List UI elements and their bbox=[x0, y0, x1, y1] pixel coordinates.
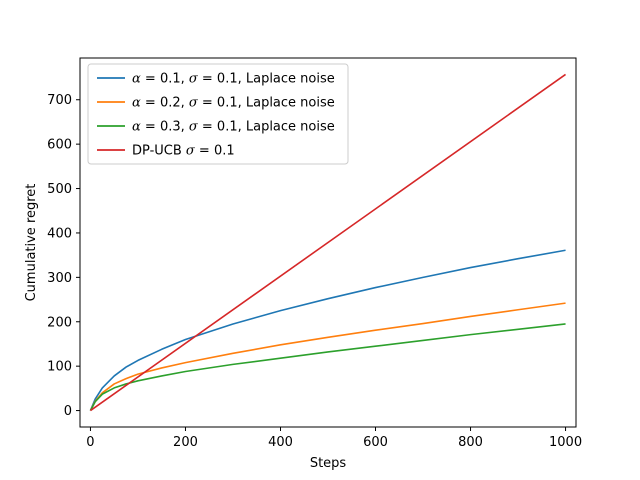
y-axis-ticks: 0 100 200 300 400 500 600 700 bbox=[47, 93, 80, 419]
y-tick-label: 600 bbox=[47, 138, 72, 153]
x-tick-label: 600 bbox=[363, 435, 388, 450]
y-tick-label: 700 bbox=[47, 93, 72, 108]
legend-label-3: α = 0.3, σ = 0.1, Laplace noise bbox=[132, 120, 335, 135]
legend-label-1: α = 0.1, σ = 0.1, Laplace noise bbox=[132, 72, 335, 87]
y-tick-label: 200 bbox=[47, 315, 72, 330]
x-tick-label: 400 bbox=[268, 435, 293, 450]
x-tick-label: 0 bbox=[86, 435, 94, 450]
y-tick-label: 400 bbox=[47, 226, 72, 241]
x-axis-label: Steps bbox=[310, 456, 347, 471]
legend-label-4: DP-UCB σ = 0.1 bbox=[132, 144, 235, 159]
plot-lines bbox=[89, 73, 567, 412]
legend-label-2: α = 0.2, σ = 0.1, Laplace noise bbox=[132, 96, 335, 111]
x-tick-label: 200 bbox=[173, 435, 198, 450]
series-line-4 bbox=[89, 73, 567, 412]
y-tick-label: 0 bbox=[64, 404, 72, 419]
x-tick-label: 1000 bbox=[549, 435, 582, 450]
y-tick-label: 300 bbox=[47, 271, 72, 286]
x-tick-label: 800 bbox=[458, 435, 483, 450]
plot-frame bbox=[79, 57, 577, 428]
legend-box bbox=[87, 63, 349, 165]
y-axis-label: Cumulative regret bbox=[24, 184, 39, 302]
series-line-2 bbox=[89, 302, 566, 411]
y-tick-label: 100 bbox=[47, 360, 72, 375]
y-tick-label: 500 bbox=[47, 182, 72, 197]
series-line-3 bbox=[89, 323, 566, 411]
legend: α = 0.1, σ = 0.1, Laplace noise α = 0.2, … bbox=[87, 63, 349, 165]
series-line-1 bbox=[89, 249, 566, 411]
x-axis-ticks: 0 200 400 600 800 1000 bbox=[86, 427, 582, 450]
